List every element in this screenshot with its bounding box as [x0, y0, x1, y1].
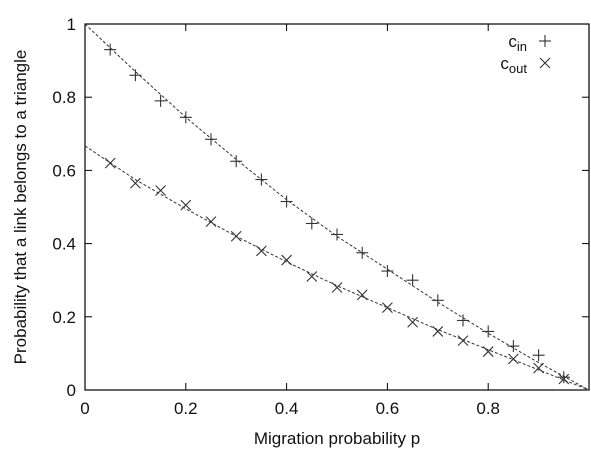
- data-point-in: [457, 314, 469, 327]
- legend-label-out: cout: [500, 54, 527, 76]
- data-point-in: [532, 349, 545, 362]
- data-point-in: [280, 195, 293, 208]
- y-tick-label: 0: [67, 381, 76, 400]
- data-point-out: [457, 335, 469, 346]
- data-point-in: [154, 94, 167, 107]
- data-point-in: [381, 265, 394, 278]
- data-point-in: [305, 217, 318, 230]
- data-point-out: [180, 199, 192, 211]
- data-point-out: [482, 346, 494, 357]
- data-point-out: [508, 353, 519, 365]
- data-point-in: [179, 111, 192, 124]
- data-point-out: [382, 302, 393, 314]
- data-point-in: [205, 133, 217, 146]
- data-point-out: [104, 157, 116, 169]
- y-axis-title: Probability that a link belongs to a tri…: [11, 50, 30, 365]
- data-point-out: [407, 316, 418, 328]
- data-point-out: [558, 373, 570, 385]
- legend-marker-out: [539, 57, 551, 69]
- data-point-in: [255, 173, 268, 186]
- data-point-in: [129, 69, 142, 82]
- data-point-in: [431, 294, 444, 307]
- data-point-in: [557, 371, 570, 384]
- data-point-out: [306, 271, 318, 282]
- y-tick-label: 1: [67, 15, 76, 34]
- y-tick-label: 0.6: [52, 161, 76, 180]
- data-point-in: [482, 325, 495, 338]
- data-point-in: [230, 155, 243, 168]
- fit-line-out: [84, 145, 590, 391]
- x-tick-label: 0.8: [476, 399, 500, 418]
- data-point-out: [130, 177, 141, 189]
- x-tick-label: 0.6: [376, 399, 400, 418]
- y-tick-label: 0.4: [52, 235, 76, 254]
- data-point-out: [432, 326, 444, 337]
- data-point-out: [205, 216, 217, 228]
- x-tick-label: 0: [80, 399, 89, 418]
- data-point-out: [230, 230, 242, 242]
- data-point-in: [507, 340, 520, 353]
- data-point-out: [155, 185, 166, 196]
- data-point-out: [331, 282, 343, 293]
- x-tick-label: 0.2: [174, 399, 198, 418]
- axis-ticks: 0 0.2 0.4 0.6 0.8 0 0.2 0.4 0.6 0.8 1: [52, 15, 589, 418]
- data-point-out: [533, 362, 544, 374]
- legend-label-in: cin: [508, 32, 527, 54]
- data-point-in: [406, 274, 419, 287]
- data-point-in: [104, 43, 117, 56]
- fit-lines: [84, 23, 590, 391]
- x-axis-title: Migration probability p: [254, 429, 420, 448]
- y-tick-label: 0.2: [52, 308, 76, 327]
- y-tick-label: 0.8: [52, 88, 76, 107]
- x-tick-label: 0.4: [275, 399, 299, 418]
- data-point-in: [356, 246, 369, 259]
- data-point-out: [256, 245, 267, 257]
- data-point-out: [281, 254, 292, 266]
- data-point-in: [331, 228, 343, 241]
- data-point-out: [356, 289, 368, 301]
- data-points: [104, 43, 570, 385]
- legend-marker-in: [539, 35, 551, 47]
- plot-frame: [84, 23, 590, 391]
- fit-line-in: [84, 23, 590, 391]
